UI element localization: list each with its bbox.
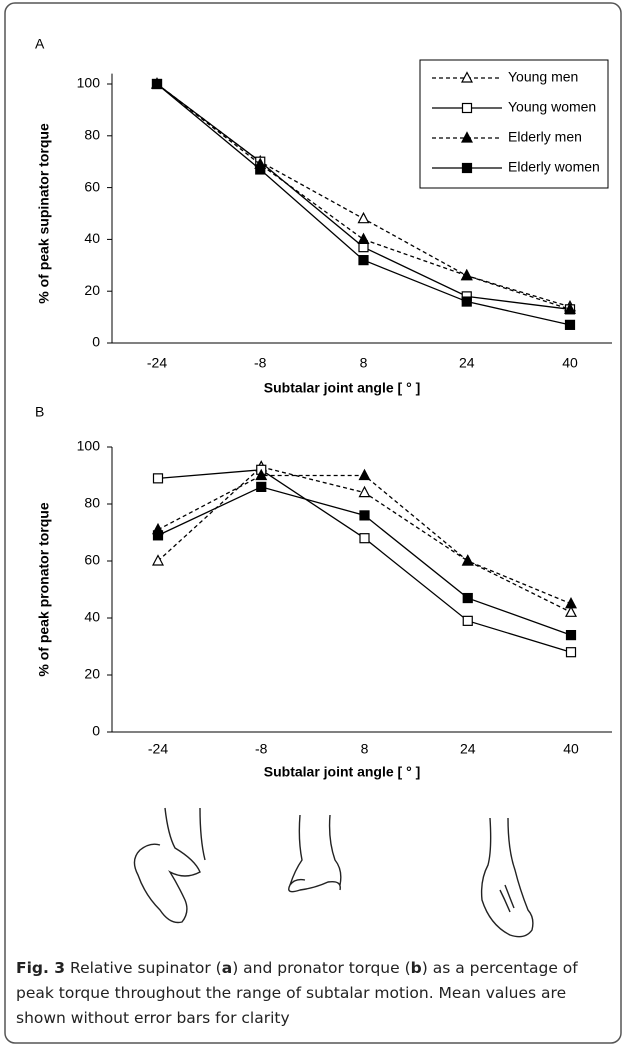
marker [462, 592, 473, 604]
x-tick-label: 8 [361, 741, 369, 757]
panel-label: A [35, 36, 45, 52]
marker [461, 296, 472, 307]
frame [4, 2, 622, 1044]
marker [564, 319, 576, 330]
legend-marker [461, 131, 473, 143]
marker [357, 211, 370, 224]
y-tick-label: 40 [84, 230, 100, 246]
marker [255, 468, 268, 481]
marker [359, 533, 370, 544]
marker [358, 255, 369, 266]
legend-box [419, 59, 609, 189]
x-tick-label: -8 [254, 355, 267, 371]
x-tick-label: -24 [148, 741, 168, 757]
chart: B 0 20 40 60 80 100 -24 -8 8 24 40 Subtalar joint an… [35, 404, 612, 780]
legend-marker [461, 162, 473, 174]
marker [358, 242, 369, 253]
x-tick-label: -24 [147, 355, 167, 371]
caption-text: Relative supinator ( [65, 959, 222, 977]
caption-text: Fig. 3 [16, 959, 66, 977]
y-axis-label: % of peak pronator torque [36, 502, 52, 676]
marker [358, 468, 371, 481]
marker [565, 596, 577, 609]
marker [359, 510, 370, 521]
y-tick-label: 100 [77, 75, 101, 91]
marker [357, 232, 370, 244]
marker [255, 164, 266, 175]
series-line [156, 83, 571, 310]
legend-label: Elderly men [508, 129, 582, 145]
x-tick-label: 40 [562, 355, 578, 371]
marker [565, 629, 577, 641]
x-tick-label: 24 [460, 741, 476, 757]
y-tick-label: 20 [84, 666, 100, 682]
foot [133, 807, 206, 924]
y-tick-label: 40 [84, 609, 100, 625]
series-line [157, 486, 572, 636]
legend-label: Elderly women [508, 159, 600, 175]
legend-marker [461, 71, 473, 83]
marker [151, 78, 163, 90]
marker [152, 473, 164, 484]
caption-text: ) as a percentage of peak torque through… [16, 959, 578, 1027]
y-tick-label: 0 [92, 334, 100, 350]
y-tick-label: 100 [77, 438, 101, 454]
x-tick-label: 40 [563, 741, 579, 757]
marker [358, 485, 371, 498]
y-axis-label: % of peak supinator torque [36, 123, 52, 304]
marker [462, 615, 473, 626]
y-tick-label: 20 [84, 282, 100, 298]
y-tick-label: 60 [84, 552, 100, 568]
foot-sketches [133, 807, 534, 938]
foot [480, 817, 534, 938]
chart: A 0 20 40 60 80 100 -24 -8 8 24 40 Subtalar joint an… [35, 36, 612, 396]
marker [256, 481, 267, 492]
marker [565, 605, 577, 617]
marker [564, 302, 576, 314]
caption-text: ) and pronator torque ( [232, 959, 411, 977]
panel-label: B [35, 404, 44, 420]
marker [461, 554, 474, 566]
y-tick-label: 80 [84, 127, 100, 143]
marker [565, 647, 577, 658]
marker [152, 554, 164, 566]
legend-marker [461, 102, 473, 114]
caption: Fig. 3 Relative supinator (a) and pronat… [16, 956, 614, 1031]
y-tick-label: 0 [92, 723, 100, 739]
y-tick-label: 80 [84, 495, 100, 511]
x-axis-label: Subtalar joint angle [ ° ] [264, 764, 421, 780]
x-tick-label: 24 [459, 355, 475, 371]
legend-label: Young men [508, 69, 578, 85]
marker [460, 268, 473, 281]
legend-label: Young women [508, 99, 596, 115]
marker [152, 530, 164, 541]
x-axis-label: Subtalar joint angle [ ° ] [264, 380, 421, 396]
x-tick-label: -8 [255, 741, 268, 757]
caption-text: b [410, 959, 422, 977]
x-tick-label: 8 [360, 355, 368, 371]
caption-text: a [221, 959, 233, 977]
y-tick-label: 60 [84, 178, 100, 194]
foot [288, 814, 342, 893]
